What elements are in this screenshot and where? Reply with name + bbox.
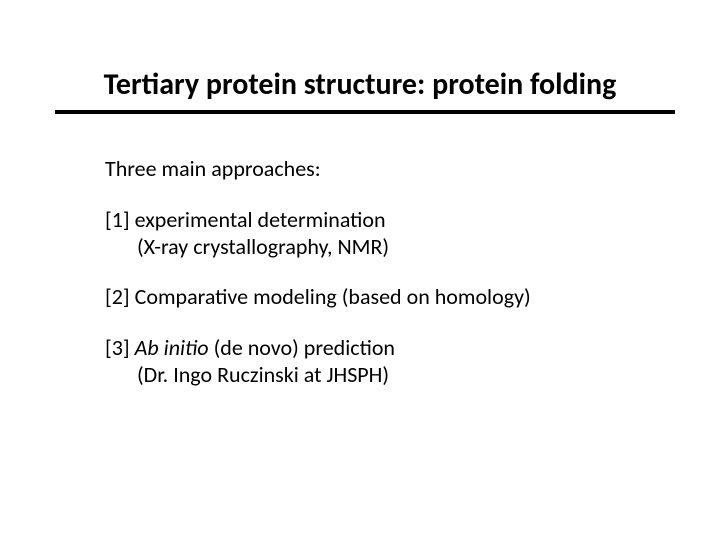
approach-3-sub: (Dr. Ingo Ruczinski at JHSPH) [105,362,645,389]
slide-body: Three main approaches: [1] experimental … [105,156,645,413]
title-underline-rule [55,110,675,114]
slide: Tertiary protein structure: protein fold… [0,0,720,540]
slide-title: Tertiary protein structure: protein fold… [0,66,720,103]
intro-line: Three main approaches: [105,156,645,183]
approach-3: [3] Ab initio (de novo) prediction (Dr. … [105,335,645,389]
approach-3-head-italic: Ab initio [135,334,209,361]
approach-3-head-suffix: (de novo) prediction [209,334,395,361]
approach-2: [2] Comparative modeling (based on homol… [105,284,645,311]
approach-1: [1] experimental determination (X-ray cr… [105,207,645,261]
approach-1-head: [1] experimental determination [105,206,386,233]
approach-3-head-prefix: [3] [105,334,135,361]
approach-2-head: [2] Comparative modeling (based on homol… [105,283,531,310]
approach-1-sub: (X-ray crystallography, NMR) [105,234,645,261]
